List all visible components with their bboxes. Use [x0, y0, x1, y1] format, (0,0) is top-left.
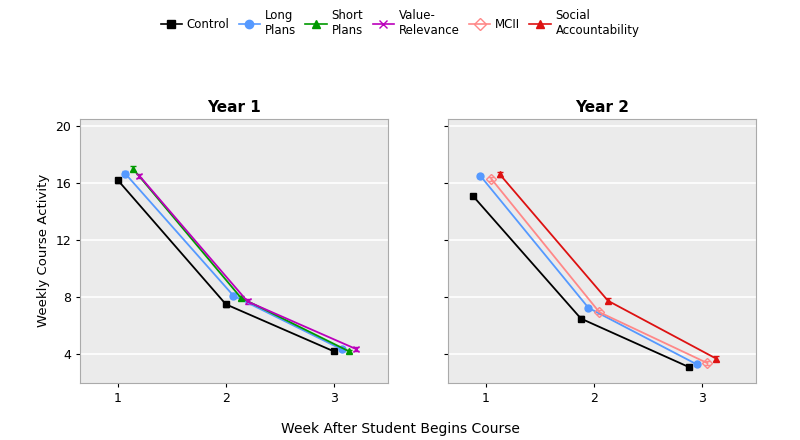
Title: Year 2: Year 2	[575, 100, 629, 115]
Title: Year 1: Year 1	[207, 100, 261, 115]
Text: Week After Student Begins Course: Week After Student Begins Course	[281, 422, 519, 436]
Legend: Control, Long
Plans, Short
Plans, Value-
Relevance, MCII, Social
Accountability: Control, Long Plans, Short Plans, Value-…	[157, 6, 643, 41]
Y-axis label: Weekly Course Activity: Weekly Course Activity	[37, 174, 50, 327]
